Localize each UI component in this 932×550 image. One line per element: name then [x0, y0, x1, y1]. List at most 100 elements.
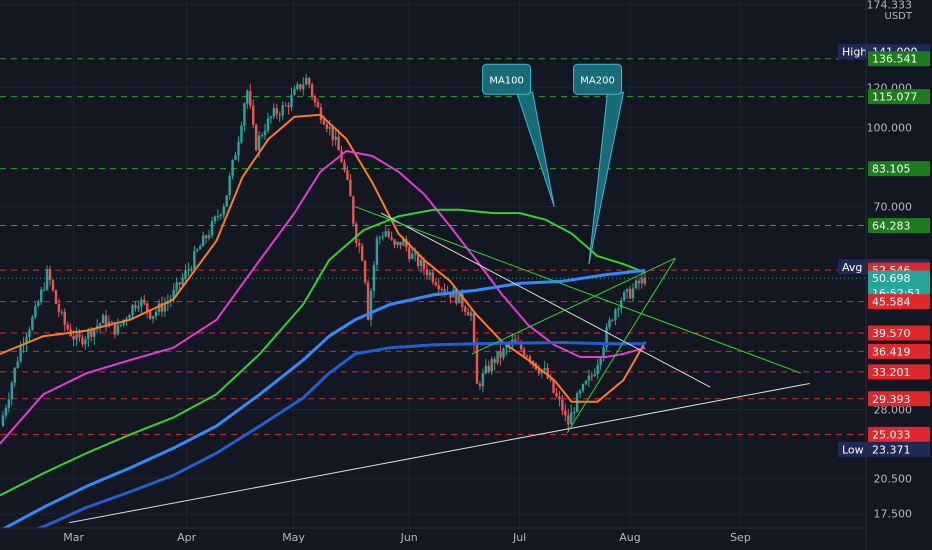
y-tick-label: 100.000	[867, 122, 913, 135]
callout-label: MA200	[580, 75, 615, 86]
price-tag-value: 23.371	[872, 444, 911, 457]
candle-body	[110, 321, 114, 323]
candle-body	[281, 105, 284, 116]
candle-body	[431, 272, 435, 283]
trendline	[566, 257, 676, 434]
candle-body	[561, 399, 564, 411]
candle-body	[469, 312, 473, 316]
candle-body	[266, 118, 270, 131]
candle-body	[125, 318, 128, 320]
candle-body	[378, 237, 382, 239]
y-tick-label: 70.000	[874, 201, 913, 214]
candle-body	[475, 343, 479, 384]
price-tag-box	[868, 161, 930, 177]
trendline	[69, 382, 810, 524]
candle-body	[405, 239, 408, 248]
candle-body	[372, 264, 376, 291]
price-axis: 174.333120.000100.00070.00028.00020.5001…	[838, 0, 930, 521]
candle-body	[66, 324, 69, 330]
x-tick-label: Mar	[63, 531, 84, 544]
candle-body	[360, 245, 364, 261]
time-axis-panel[interactable]	[0, 528, 932, 550]
price-tag-box	[868, 364, 930, 380]
candle-body	[555, 392, 558, 397]
candle-body	[184, 270, 187, 279]
candle-body	[78, 334, 81, 338]
candle-body	[93, 328, 96, 337]
trendline	[380, 212, 711, 388]
price-tag-box	[868, 343, 930, 359]
callout-box	[573, 63, 623, 95]
candle-body	[346, 170, 349, 180]
candle-body	[228, 175, 231, 196]
candle-body	[254, 124, 258, 151]
trendline	[354, 206, 802, 374]
candle-body	[98, 323, 102, 326]
candle-body	[90, 329, 93, 337]
candle-body	[461, 293, 464, 307]
candle-body	[369, 290, 373, 320]
price-tag-box	[868, 218, 930, 234]
candle-body	[249, 90, 252, 106]
candle-body	[307, 78, 311, 85]
candle-body	[193, 250, 196, 269]
candle-body	[40, 289, 43, 303]
y-tick-label: 17.500	[874, 508, 913, 521]
candle-body	[543, 368, 546, 371]
candle-body	[549, 378, 552, 381]
candle-body	[334, 136, 337, 140]
price-tag-name: High	[842, 46, 867, 59]
candle-body	[54, 290, 58, 304]
candle-body	[614, 309, 617, 321]
moving-average-line	[0, 150, 646, 445]
candle-body	[151, 315, 155, 319]
candle-body	[240, 125, 243, 142]
candle-body	[101, 315, 105, 324]
candle-body	[25, 336, 28, 344]
candle-body	[572, 412, 576, 414]
price-tag-box	[868, 391, 930, 407]
candle-body	[252, 105, 255, 125]
candle-body	[113, 322, 117, 335]
candle-body	[37, 302, 40, 306]
candle-body	[411, 254, 414, 259]
candle-body	[602, 347, 605, 359]
candle-body	[581, 384, 585, 391]
candle-body	[558, 396, 561, 400]
moving-averages-layer	[0, 113, 647, 544]
price-tag-value: 29.393	[872, 393, 911, 406]
candle-body	[331, 127, 334, 140]
y-tick-label: 174.333	[867, 0, 913, 12]
candle-body	[496, 351, 499, 363]
candle-body	[340, 150, 343, 163]
candle-body	[104, 315, 108, 327]
candle-body	[87, 329, 90, 340]
candle-body	[570, 412, 573, 425]
candle-body	[366, 282, 370, 320]
candle-body	[399, 241, 402, 246]
candle-body	[60, 311, 64, 313]
candle-body	[481, 373, 485, 387]
candle-body	[296, 84, 299, 89]
candle-body	[319, 107, 323, 121]
candle-body	[163, 304, 167, 312]
candle-body	[143, 299, 146, 304]
candle-body	[325, 124, 329, 129]
candle-body	[243, 103, 246, 126]
price-tag-box	[868, 294, 930, 310]
candle-body	[402, 239, 405, 246]
candle-body	[443, 289, 446, 293]
candle-body	[19, 345, 22, 362]
candle-body	[628, 289, 632, 299]
candle-body	[408, 247, 411, 259]
candle-body	[637, 280, 641, 284]
candle-body	[302, 84, 305, 90]
callout-label: MA100	[489, 75, 524, 86]
candle-body	[493, 359, 496, 363]
candle-body	[299, 84, 302, 90]
candle-body	[617, 308, 620, 310]
candle-body	[140, 299, 143, 307]
price-tag-box	[868, 89, 930, 105]
candle-body	[425, 269, 429, 276]
